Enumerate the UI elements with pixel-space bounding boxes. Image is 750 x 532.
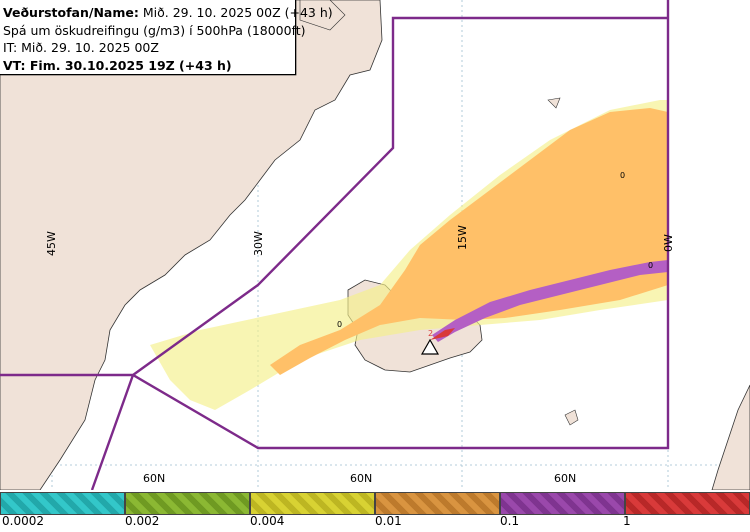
legend-swatch <box>500 492 625 515</box>
legend-tick: 0.002 <box>125 514 160 528</box>
latitude-label: 60N <box>143 472 165 485</box>
contour-label: 2 <box>428 329 433 338</box>
concentration-legend <box>0 490 750 532</box>
forecast-info-box: Veðurstofan/Name: Mið. 29. 10. 2025 00Z … <box>0 0 333 75</box>
norway-landmass <box>711 384 750 490</box>
contour-label: 0 <box>620 171 625 180</box>
legend-tick: 1 <box>623 514 631 528</box>
longitude-label-0w: 0W <box>662 234 675 252</box>
longitude-label-30w: 30W <box>252 231 265 256</box>
legend-swatch <box>375 492 500 515</box>
legend-swatch <box>625 492 750 515</box>
header-it-line: IT: Mið. 29. 10. 2025 00Z <box>3 40 159 55</box>
legend-tick: 0.0002 <box>2 514 44 528</box>
contour-label: 0 <box>337 320 342 329</box>
header-subtitle: Spá um öskudreifingu (g/m3) í 500hPa (18… <box>3 22 306 38</box>
header-title-label: Veðurstofan/Name: <box>3 5 139 20</box>
ash-forecast-map: 0 0 0 2 45W 30W 15W 0W 60N 60N 60N <box>0 0 750 490</box>
legend-tick: 0.01 <box>375 514 402 528</box>
volcano-triangle-icon <box>420 338 440 355</box>
legend-swatch <box>250 492 375 515</box>
greenland-landmass <box>0 0 383 490</box>
region-border <box>0 0 670 490</box>
header-vt-line: VT: Fim. 30.10.2025 19Z (+43 h) <box>3 57 232 73</box>
ash-plume-high <box>432 260 668 342</box>
contour-label: 0 <box>648 261 653 270</box>
longitude-label-15w: 15W <box>456 225 469 250</box>
longitude-label-45w: 45W <box>45 231 58 256</box>
latitude-label: 60N <box>554 472 576 485</box>
legend-tick: 0.1 <box>500 514 520 528</box>
ash-plume-low <box>270 108 668 375</box>
header-title-value: Mið. 29. 10. 2025 00Z (+43 h) <box>142 5 333 20</box>
legend-swatch <box>125 492 250 515</box>
latitude-label: 60N <box>350 472 372 485</box>
legend-tick: 0.004 <box>250 514 285 528</box>
legend-swatch <box>0 492 125 515</box>
